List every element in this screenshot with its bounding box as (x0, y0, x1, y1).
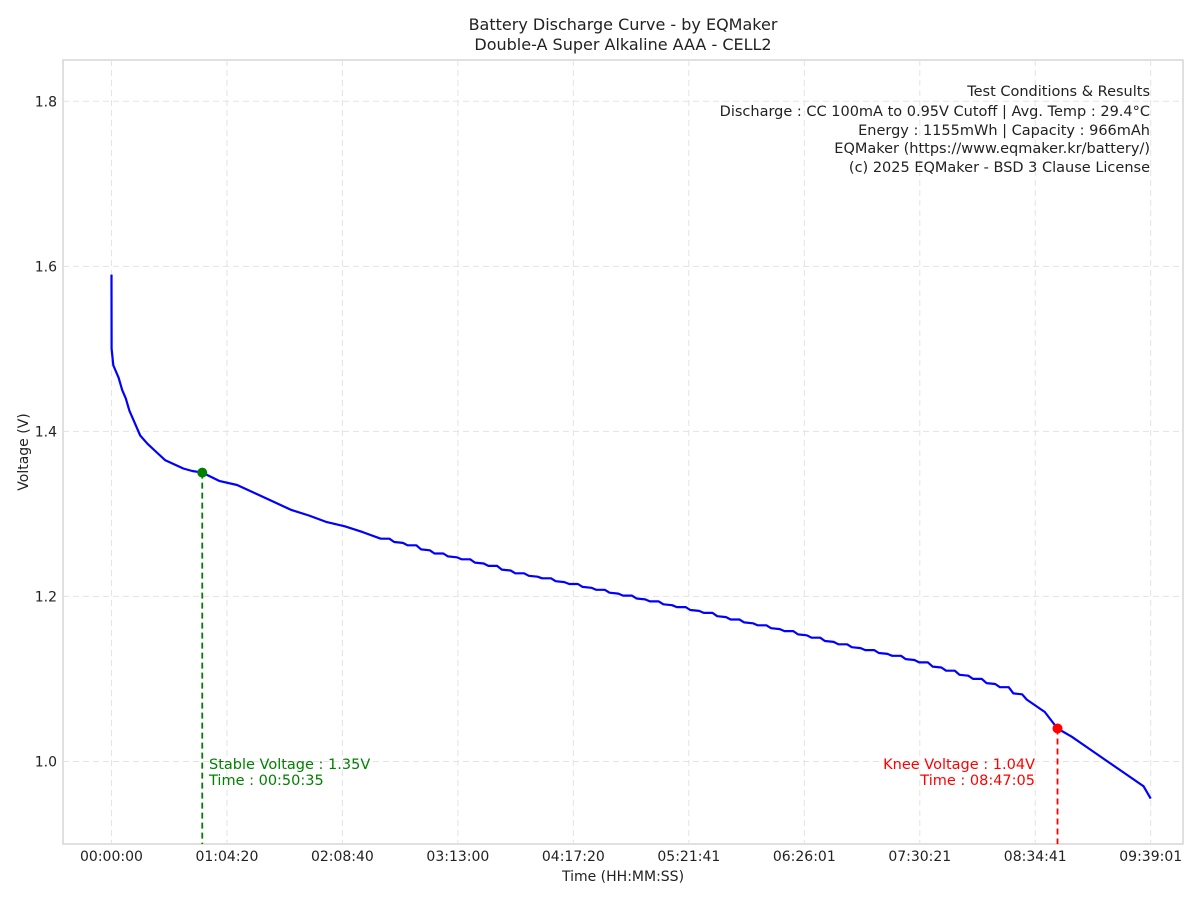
marker-group (197, 467, 1063, 844)
info-box: Test Conditions & Results Discharge : CC… (720, 84, 1150, 176)
info-line: (c) 2025 EQMaker - BSD 3 Clause License (849, 160, 1150, 176)
knee-voltage-marker (1052, 723, 1063, 734)
stable-time-label: Time : 00:50:35 (208, 773, 324, 789)
series-group (110, 274, 1152, 800)
x-axis-label: Time (HH:MM:SS) (561, 869, 684, 885)
grid (63, 60, 1183, 844)
info-line: EQMaker (https://www.eqmaker.kr/battery/… (834, 141, 1150, 157)
y-tick-label: 1.0 (35, 754, 57, 770)
axis-ticks: 00:00:00 01:04:20 02:08:40 03:13:00 04:17:20… (35, 94, 1182, 865)
info-line: Energy : 1155mWh | Capacity : 966mAh (858, 123, 1150, 139)
knee-voltage-label: Knee Voltage : 1.04V (883, 757, 1035, 773)
x-tick-label: 06:26:01 (773, 849, 836, 865)
chart-title: Battery Discharge Curve - by EQMaker (469, 15, 778, 34)
y-tick-label: 1.8 (35, 94, 57, 110)
knee-time-label: Time : 08:47:05 (919, 773, 1035, 789)
discharge-series-line (110, 274, 1152, 800)
chart-subtitle: Double-A Super Alkaline AAA - CELL2 (474, 35, 771, 54)
y-tick-label: 1.2 (35, 589, 57, 605)
x-tick-label: 07:30:21 (888, 849, 951, 865)
x-tick-label: 01:04:20 (195, 849, 258, 865)
stable-voltage-label: Stable Voltage : 1.35V (209, 757, 370, 773)
x-tick-label: 09:39:01 (1119, 849, 1182, 865)
info-line: Test Conditions & Results (966, 84, 1150, 100)
x-tick-label: 02:08:40 (311, 849, 374, 865)
info-line: Discharge : CC 100mA to 0.95V Cutoff | A… (720, 104, 1150, 120)
x-tick-label: 00:00:00 (80, 849, 143, 865)
stable-annotation: Stable Voltage : 1.35V Time : 00:50:35 (208, 757, 370, 789)
x-tick-label: 03:13:00 (426, 849, 489, 865)
stable-voltage-marker (197, 467, 208, 478)
x-tick-label: 08:34:41 (1004, 849, 1067, 865)
knee-annotation: Knee Voltage : 1.04V Time : 08:47:05 (883, 757, 1035, 789)
x-tick-label: 05:21:41 (657, 849, 720, 865)
y-tick-label: 1.4 (35, 424, 57, 440)
y-tick-label: 1.6 (35, 259, 57, 275)
x-tick-label: 04:17:20 (542, 849, 605, 865)
y-axis-label: Voltage (V) (16, 413, 32, 490)
plot-area (62, 59, 1184, 845)
